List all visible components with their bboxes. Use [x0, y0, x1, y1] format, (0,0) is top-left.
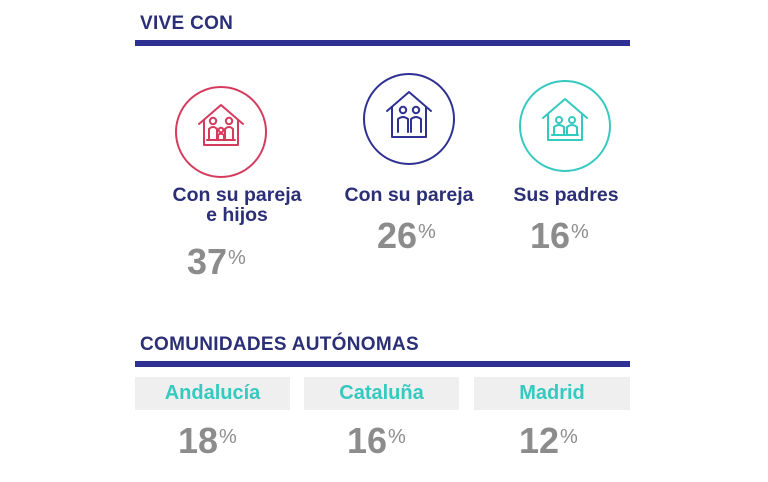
- pct-con-su-pareja: 26%: [377, 215, 436, 256]
- label-con-su-pareja: Con su pareja: [344, 184, 474, 206]
- vive-con-divider: [135, 40, 630, 46]
- house-parents-icon: [519, 80, 611, 172]
- house-family-icon: [175, 86, 267, 178]
- pct-con-su-pareja-e-hijos: 37%: [187, 241, 246, 282]
- pct-madrid: 12%: [519, 420, 578, 461]
- region-madrid: Madrid: [474, 377, 630, 410]
- label-con-su-pareja-e-hijos: Con su pareja e hijos: [172, 184, 302, 226]
- vive-con-title: VIVE CON: [140, 13, 234, 34]
- pct-andalucia: 18%: [178, 420, 237, 461]
- region-andalucia: Andalucía: [135, 377, 290, 410]
- pct-cataluna: 16%: [347, 420, 406, 461]
- house-couple-icon: [363, 73, 455, 165]
- comunidades-divider: [135, 361, 630, 367]
- comunidades-title: COMUNIDADES AUTÓNOMAS: [140, 334, 419, 355]
- pct-sus-padres: 16%: [530, 215, 589, 256]
- label-sus-padres: Sus padres: [513, 184, 619, 206]
- region-cataluna: Cataluña: [304, 377, 459, 410]
